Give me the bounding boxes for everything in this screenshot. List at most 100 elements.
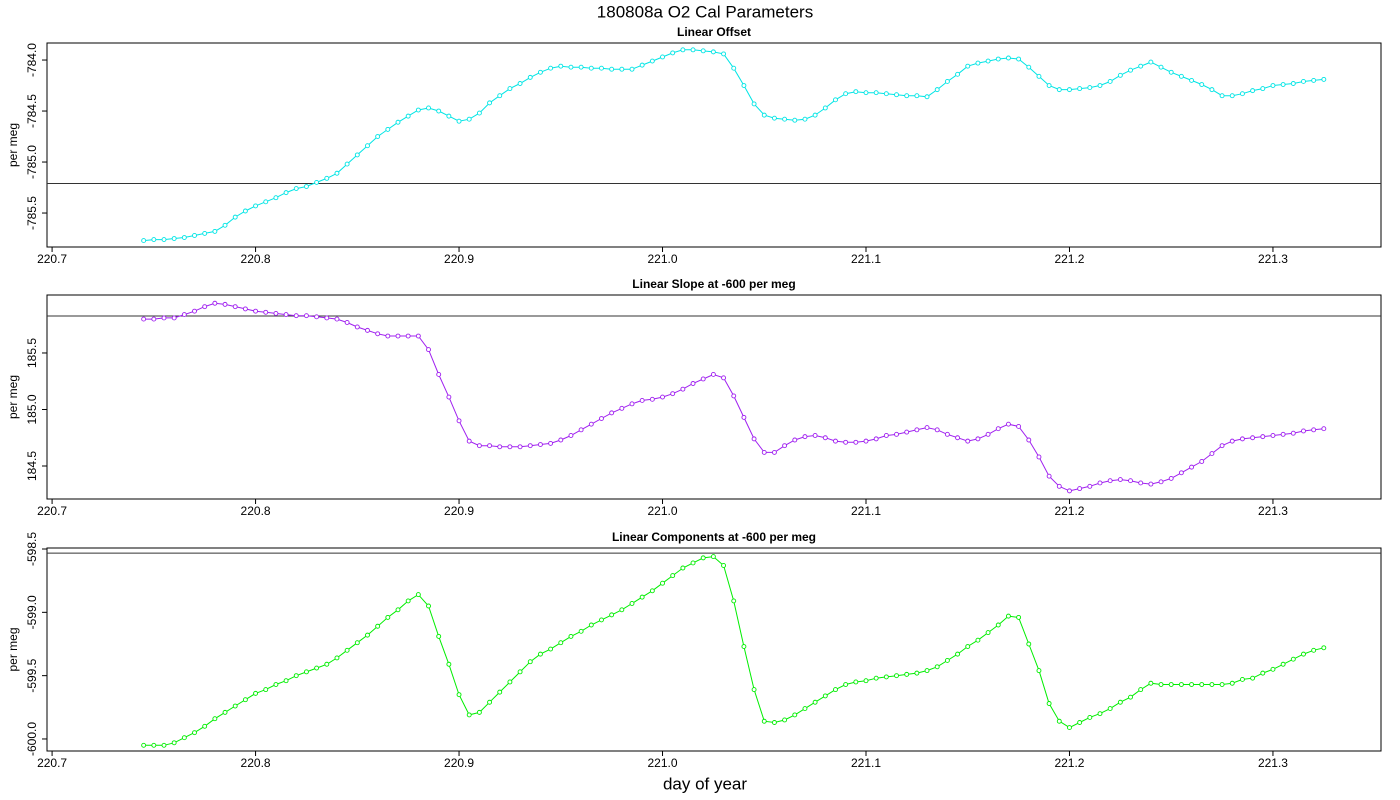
- data-point: [904, 671, 910, 677]
- data-point: [883, 433, 889, 438]
- data-point: [965, 63, 971, 69]
- data-point: [1107, 79, 1113, 84]
- data-point: [985, 630, 991, 636]
- x-tick-label: 221.3: [1258, 504, 1288, 518]
- data-point: [924, 668, 930, 674]
- data-point: [558, 63, 564, 69]
- data-point: [1097, 711, 1103, 717]
- data-point: [914, 93, 920, 99]
- data-point: [609, 66, 615, 72]
- data-point: [253, 203, 259, 209]
- data-point: [527, 443, 533, 449]
- data-point: [181, 735, 187, 741]
- data-point: [690, 47, 696, 53]
- data-point: [731, 65, 737, 71]
- data-point: [405, 333, 411, 339]
- data-point: [1178, 470, 1184, 476]
- data-point: [395, 333, 401, 339]
- x-tick-label: 221.1: [851, 252, 881, 266]
- data-point: [1087, 483, 1093, 489]
- data-point: [670, 573, 676, 579]
- data-point: [1209, 682, 1215, 687]
- data-point: [1005, 55, 1011, 61]
- data-point: [456, 692, 462, 698]
- data-point: [1026, 641, 1032, 647]
- data-point: [690, 560, 696, 566]
- data-point: [202, 723, 208, 729]
- data-point: [995, 56, 1001, 62]
- data-point: [700, 555, 706, 561]
- data-point: [395, 607, 401, 613]
- data-point: [1301, 79, 1306, 84]
- data-point: [375, 134, 381, 139]
- data-point: [771, 115, 777, 121]
- data-point: [487, 443, 493, 449]
- data-point: [629, 66, 635, 72]
- data-point: [1046, 473, 1052, 479]
- data-point: [721, 51, 727, 57]
- data-point: [680, 386, 686, 392]
- data-point: [599, 416, 604, 421]
- data-point: [202, 304, 208, 310]
- data-point: [212, 300, 218, 306]
- data-point: [904, 93, 910, 99]
- data-point: [1189, 682, 1195, 687]
- data-point: [812, 112, 818, 118]
- data-point: [222, 709, 228, 715]
- data-point: [375, 623, 381, 629]
- data-point: [385, 126, 391, 132]
- data-point: [1036, 454, 1042, 460]
- data-point: [324, 661, 330, 667]
- data-point: [344, 161, 350, 167]
- data-point: [1148, 59, 1154, 65]
- data-point: [782, 443, 788, 449]
- data-point: [517, 669, 523, 675]
- y-tick-label: -785.0: [25, 145, 39, 179]
- x-tick-label: 220.8: [241, 504, 271, 518]
- data-point: [527, 74, 533, 80]
- data-point: [741, 414, 747, 420]
- data-point: [314, 665, 320, 671]
- x-tick-label: 221.2: [1054, 504, 1084, 518]
- data-point: [507, 679, 513, 685]
- data-point: [171, 236, 177, 241]
- data-point: [1087, 85, 1093, 91]
- data-point: [507, 86, 513, 92]
- data-point: [822, 435, 828, 441]
- y-tick-label: 184.5: [25, 451, 39, 481]
- data-point: [1056, 483, 1062, 489]
- x-tick-label: 221.1: [851, 756, 881, 770]
- data-point: [426, 603, 431, 609]
- data-point: [548, 440, 554, 446]
- data-point: [578, 64, 584, 70]
- data-point: [833, 97, 838, 103]
- data-point: [1290, 656, 1296, 662]
- panel-title: Linear Slope at -600 per meg: [632, 277, 795, 291]
- data-point: [629, 601, 635, 606]
- data-point: [222, 301, 228, 307]
- data-point: [1056, 87, 1062, 93]
- data-point: [212, 716, 218, 722]
- data-point: [1321, 645, 1327, 651]
- data-point: [955, 71, 961, 77]
- data-point: [283, 678, 289, 684]
- data-point: [670, 50, 676, 56]
- data-point: [242, 208, 248, 214]
- data-point: [476, 443, 482, 449]
- data-point: [354, 640, 360, 646]
- data-point: [873, 90, 879, 96]
- data-point: [782, 116, 788, 122]
- data-point: [365, 327, 370, 333]
- data-point: [853, 89, 859, 95]
- x-tick-label: 220.7: [37, 504, 67, 518]
- data-point: [303, 184, 309, 189]
- data-point: [242, 306, 248, 312]
- data-point: [334, 655, 340, 661]
- data-point: [466, 116, 472, 122]
- data-point: [1005, 421, 1011, 427]
- data-point: [588, 421, 594, 427]
- data-point: [466, 712, 472, 718]
- x-tick-label: 220.8: [241, 756, 271, 770]
- data-point: [303, 313, 309, 319]
- data-point: [558, 640, 564, 646]
